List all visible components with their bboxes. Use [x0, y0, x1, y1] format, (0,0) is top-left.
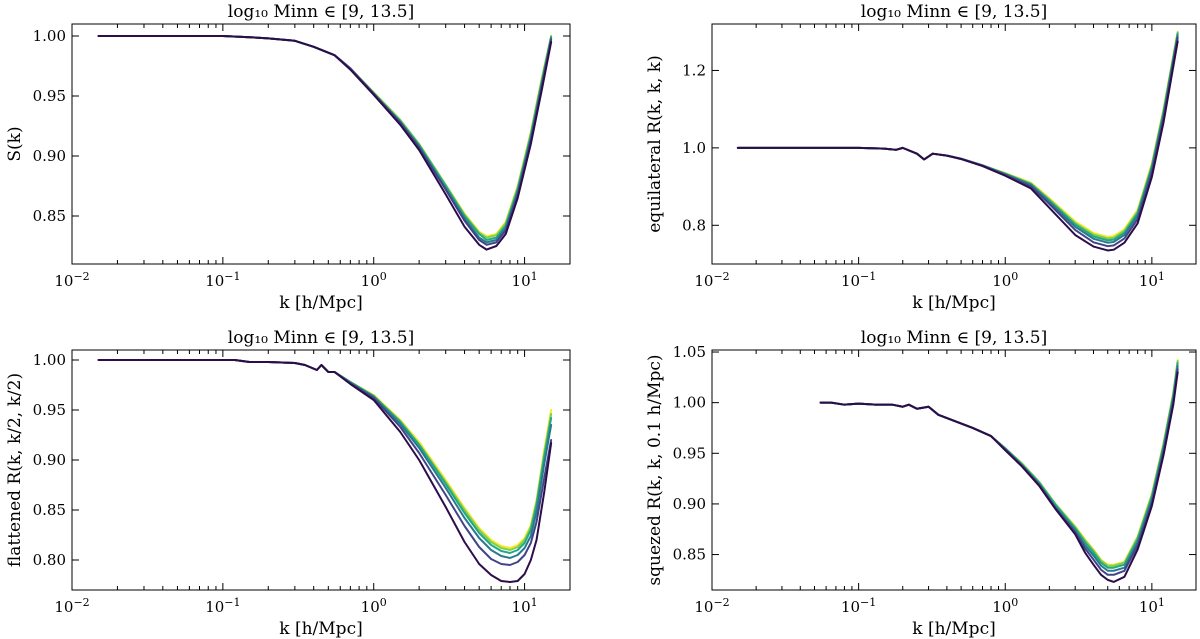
- series-line-3: [736, 32, 1179, 242]
- x-tick-label: 10−1: [205, 596, 240, 617]
- series-line-3: [97, 359, 553, 554]
- y-tick-label: 0.95: [33, 401, 66, 419]
- series-line-1: [97, 35, 553, 238]
- series-line-4: [97, 35, 553, 244]
- x-tick-label: 101: [512, 596, 538, 617]
- series-group: [736, 30, 1179, 252]
- chart-panel-2: 10−2 10−1 100 101 0.8 1.0 1.2 log₁₀ Minn ∈ [9, …: [645, 2, 1197, 313]
- series-line-5: [97, 35, 553, 246]
- chart-panel-3: 10−2 10−1 100 101 0.80 0.85 0.90 0.95 1.00 log₁₀ …: [5, 328, 571, 639]
- series-group: [97, 359, 553, 583]
- series-line-2: [97, 359, 553, 551]
- y-tick-label: 1.00: [33, 351, 66, 369]
- y-axis-label: flattened R(k, k/2, k/2): [5, 373, 25, 567]
- x-tick-label: 10−2: [54, 270, 89, 291]
- series-line-3: [97, 35, 553, 241]
- series-line-4: [736, 34, 1179, 244]
- y-tick-label: 1.00: [673, 394, 706, 412]
- plot-frame: [71, 349, 571, 591]
- series-line-6: [97, 359, 553, 583]
- series-line-1: [736, 30, 1179, 238]
- x-tick-label: 10−1: [205, 270, 240, 291]
- x-tick-label: 101: [1139, 596, 1165, 617]
- x-axis-label: k [h/Mpc]: [279, 619, 362, 639]
- series-line-6: [97, 35, 553, 251]
- series-line-6: [736, 40, 1179, 252]
- plot-frame: [711, 349, 1197, 591]
- y-tick-label: 1.0: [682, 139, 706, 157]
- y-tick-label: 0.95: [673, 444, 706, 462]
- x-tick-label: 101: [512, 270, 538, 291]
- x-tick-label: 100: [992, 596, 1018, 617]
- series-line-4: [819, 365, 1179, 572]
- y-tick-label: 0.85: [33, 207, 66, 225]
- x-tick-label: 100: [361, 270, 387, 291]
- y-axis-label: equilateral R(k, k, k): [645, 55, 665, 232]
- series-line-3: [819, 362, 1179, 569]
- y-tick-label: 0.90: [33, 451, 66, 469]
- y-tick-label: 0.95: [33, 87, 66, 105]
- x-tick-label: 100: [361, 596, 387, 617]
- y-tick-label: 0.8: [682, 216, 706, 234]
- y-tick-label: 1.00: [33, 27, 66, 45]
- y-tick-label: 0.80: [33, 551, 66, 569]
- series-line-5: [819, 368, 1179, 576]
- x-tick-label: 10−2: [694, 596, 729, 617]
- series-line-5: [736, 36, 1179, 248]
- y-tick-label: 0.85: [673, 546, 706, 564]
- x-tick-label: 10−2: [694, 270, 729, 291]
- plot-frame: [71, 23, 571, 265]
- y-tick-label: 1.2: [682, 61, 706, 79]
- x-axis-label: k [h/Mpc]: [912, 619, 995, 639]
- y-tick-label: 0.90: [673, 495, 706, 513]
- x-tick-label: 101: [1139, 270, 1165, 291]
- y-tick-label: 1.05: [673, 343, 706, 361]
- chart-panel-1: 10−2 10−1 100 101 0.85 0.90 0.95 1.00 log₁₀ Minn…: [5, 2, 571, 313]
- series-line-2: [97, 35, 553, 239]
- x-tick-label: 10−1: [841, 270, 876, 291]
- series-line-6: [819, 371, 1179, 583]
- series-line-2: [736, 31, 1179, 240]
- x-axis-label: k [h/Mpc]: [912, 293, 995, 313]
- x-axis-label: k [h/Mpc]: [279, 293, 362, 313]
- y-axis-label: S(k): [5, 126, 25, 161]
- x-tick-label: 10−2: [54, 596, 89, 617]
- chart-title: log₁₀ Minn ∈ [9, 13.5]: [228, 2, 414, 22]
- series-line-1: [97, 359, 553, 549]
- chart-title: log₁₀ Minn ∈ [9, 13.5]: [228, 328, 414, 348]
- y-tick-label: 0.85: [33, 501, 66, 519]
- series-line-2: [819, 360, 1179, 567]
- series-group: [819, 359, 1179, 583]
- chart-panel-4: 10−2 10−1 100 101 0.85 0.90 0.95 1.00 1.05 log₁₀ …: [645, 328, 1197, 639]
- x-tick-label: 10−1: [841, 596, 876, 617]
- y-tick-label: 0.90: [33, 147, 66, 165]
- plot-frame: [711, 23, 1197, 265]
- series-line-1: [819, 359, 1179, 566]
- series-line-4: [97, 359, 553, 559]
- chart-title: log₁₀ Minn ∈ [9, 13.5]: [861, 328, 1047, 348]
- chart-title: log₁₀ Minn ∈ [9, 13.5]: [861, 2, 1047, 22]
- x-tick-label: 100: [992, 270, 1018, 291]
- series-group: [97, 35, 553, 251]
- y-axis-label: squezed R(k, k, 0.1 h/Mpc): [645, 354, 665, 585]
